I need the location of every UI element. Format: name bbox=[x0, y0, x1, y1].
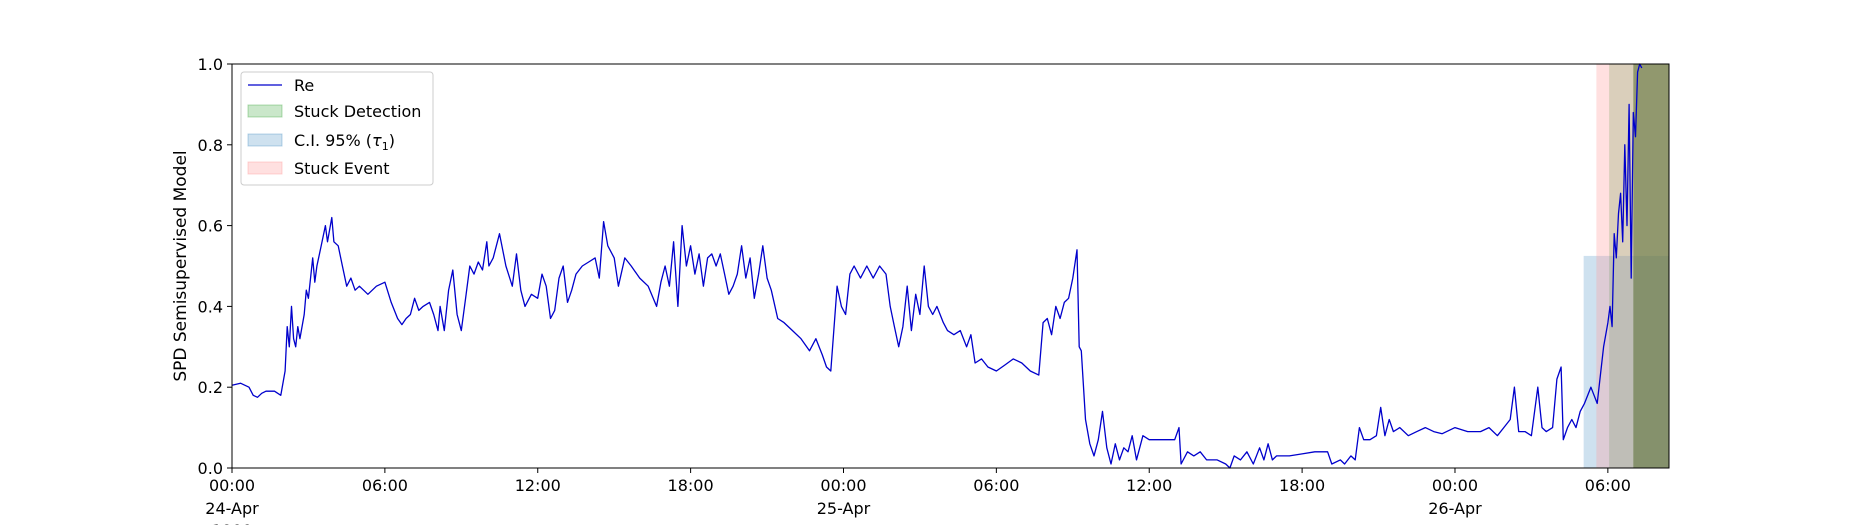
plot-frame bbox=[231, 63, 1670, 469]
legend-swatch-stuck-event bbox=[247, 161, 283, 175]
x-tick-label: 06:00 bbox=[973, 476, 1019, 495]
x-tick-label: 00:00 bbox=[820, 476, 866, 495]
shaded-bands bbox=[1583, 64, 1669, 468]
x-tick-label: 06:00 bbox=[1585, 476, 1631, 495]
y-axis-label: SPD Semisupervised Model bbox=[171, 150, 191, 381]
x-tick-label: 18:00 bbox=[1279, 476, 1325, 495]
series-line-re bbox=[231, 63, 1643, 469]
x-tick-label: 12:00 bbox=[515, 476, 561, 495]
y-tick-label: 0.6 bbox=[198, 217, 223, 236]
y-tick-label: 0.0 bbox=[198, 459, 223, 478]
x-tick-label: 00:00 bbox=[209, 476, 255, 495]
x-tick-label: 00:00 bbox=[1432, 476, 1478, 495]
series-lines bbox=[231, 63, 1643, 469]
legend-swatch-ci bbox=[247, 133, 283, 147]
y-tick-label: 0.4 bbox=[198, 297, 223, 316]
band-dark-overlap bbox=[1633, 64, 1669, 468]
x-tick-label: 12:00 bbox=[1126, 476, 1172, 495]
legend-label-re: Re bbox=[294, 76, 314, 95]
y-axis-ticks: 0.0 0.2 0.4 0.6 0.8 1.0 bbox=[198, 55, 232, 478]
x-tick-year-label: 1900 bbox=[212, 521, 253, 525]
y-tick-label: 0.8 bbox=[198, 136, 223, 155]
y-tick-label: 1.0 bbox=[198, 55, 223, 74]
x-tick-date-label: 25-Apr bbox=[817, 499, 871, 518]
x-tick-date-label: 26-Apr bbox=[1428, 499, 1482, 518]
x-axis-ticks: 00:00 24-Apr 1900 06:00 12:00 18:00 00:00 25-Ap… bbox=[205, 468, 1631, 525]
legend: Re Stuck Detection C.I. 95% (τ1) Stuck E… bbox=[240, 71, 434, 186]
legend-label-stuck-event: Stuck Event bbox=[294, 159, 390, 178]
x-tick-label: 06:00 bbox=[362, 476, 408, 495]
legend-frame bbox=[240, 71, 434, 186]
legend-label-ci: C.I. 95% (τ1) bbox=[294, 131, 395, 153]
y-tick-label: 0.2 bbox=[198, 378, 223, 397]
legend-swatch-stuck-detection bbox=[247, 104, 283, 118]
x-tick-label: 18:00 bbox=[668, 476, 714, 495]
legend-label-stuck-detection: Stuck Detection bbox=[294, 102, 421, 121]
x-tick-date-label: 24-Apr bbox=[205, 499, 259, 518]
